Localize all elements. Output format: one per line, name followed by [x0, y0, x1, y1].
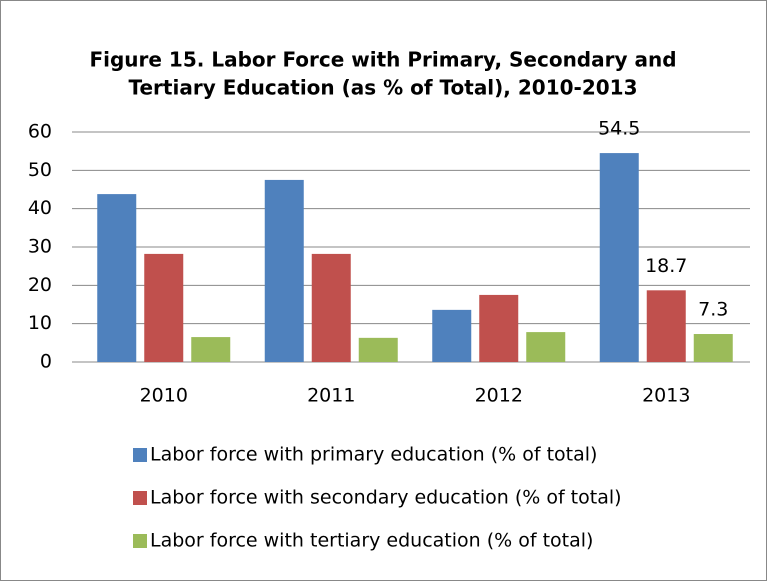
x-tick-label: 2013 [642, 385, 690, 407]
x-tick-label: 2010 [140, 385, 188, 407]
data-label: 18.7 [645, 255, 687, 277]
bar [358, 337, 398, 362]
bar [526, 332, 566, 362]
y-tick-label: 30 [28, 236, 52, 258]
x-tick-label: 2011 [307, 385, 355, 407]
y-tick-label: 60 [28, 121, 52, 143]
data-label: 54.5 [598, 118, 640, 140]
y-tick-label: 40 [28, 197, 52, 219]
legend-label: Labor force with secondary education (% … [150, 487, 622, 509]
y-tick-label: 0 [40, 351, 52, 373]
bar [693, 334, 733, 362]
chart-title: Figure 15. Labor Force with Primary, Sec… [89, 48, 676, 72]
chart-subtitle: Tertiary Education (as % of Total), 2010… [129, 76, 638, 100]
data-label: 7.3 [698, 299, 728, 321]
bar [264, 179, 304, 362]
legend-label: Labor force with primary education (% of… [150, 444, 597, 466]
legend-swatch [133, 534, 147, 548]
bar [646, 290, 686, 362]
bar [191, 337, 231, 362]
bar [144, 253, 184, 362]
y-tick-label: 50 [28, 159, 52, 181]
bar [599, 153, 639, 362]
legend-label: Labor force with tertiary education (% o… [150, 530, 593, 552]
x-tick-label: 2012 [475, 385, 523, 407]
legend-swatch [133, 448, 147, 462]
bar [432, 309, 472, 362]
bar [311, 253, 351, 362]
legend-swatch [133, 491, 147, 505]
y-tick-label: 10 [28, 312, 52, 334]
y-tick-label: 20 [28, 274, 52, 296]
bar [97, 194, 137, 362]
bar [479, 294, 519, 362]
